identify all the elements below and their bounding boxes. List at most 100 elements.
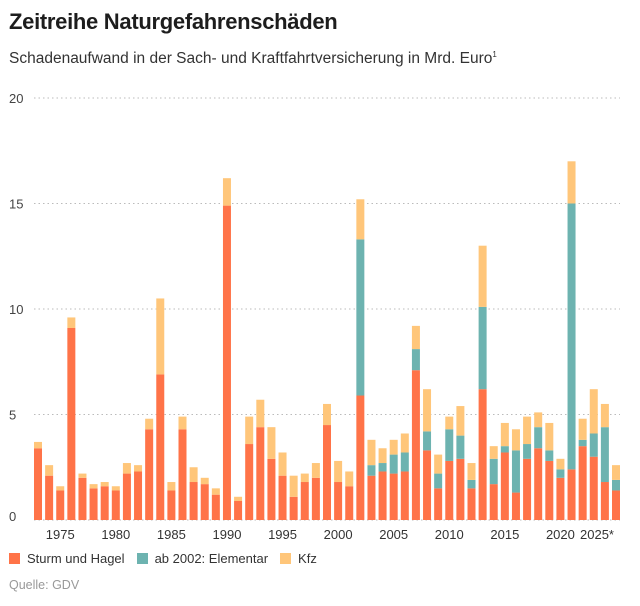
bar-group-1979 — [100, 482, 109, 520]
bar-segment-kfz-2021 — [567, 161, 576, 204]
bar-group-1978 — [89, 484, 98, 520]
legend-item-kfz: Kfz — [280, 551, 317, 566]
bar-segment-kfz-2000 — [334, 460, 343, 483]
bar-segment-kfz-2013 — [478, 245, 487, 307]
bar-segment-elementar-2018 — [534, 427, 543, 449]
bar-group-2013 — [478, 245, 487, 520]
bar-group-2016 — [511, 429, 520, 520]
bar-group-1989 — [211, 488, 220, 520]
bar-group-2010 — [445, 416, 454, 520]
legend-label-sturm-hagel: Sturm und Hagel — [27, 551, 125, 566]
bar-segment-elementar-2021 — [567, 203, 576, 470]
x-tick-label: 1985 — [157, 527, 186, 542]
bar-segment-kfz-1986 — [178, 416, 187, 430]
bar-segment-kfz-1979 — [100, 482, 109, 487]
bar-segment-kfz-1997 — [300, 473, 309, 483]
x-tick-label: 1975 — [46, 527, 75, 542]
chart-subtitle: Schadenaufwand in der Sach- und Kraftfah… — [9, 50, 497, 68]
y-axis-tick-labels: 0 5 10 15 20 — [9, 91, 23, 524]
bar-segment-sturm-hagel-1992 — [245, 444, 254, 520]
bar-group-2024 — [600, 403, 609, 520]
bar-group-1995 — [278, 452, 287, 520]
bar-segment-sturm-hagel-2023 — [589, 456, 598, 520]
bar-segment-sturm-hagel-2020 — [556, 477, 565, 520]
bar-segment-sturm-hagel-1977 — [78, 477, 87, 520]
bar-segment-sturm-hagel-2017 — [523, 458, 532, 520]
bar-segment-kfz-2006 — [400, 433, 409, 453]
bar-segment-kfz-1994 — [267, 427, 276, 459]
bar-segment-kfz-2012 — [467, 463, 476, 480]
bar-segment-sturm-hagel-1987 — [189, 482, 198, 520]
bar-group-2014 — [489, 446, 498, 520]
bar-segment-kfz-2014 — [489, 446, 498, 459]
bar-group-2009 — [434, 454, 443, 520]
bar-segment-kfz-2005 — [389, 439, 398, 455]
bar-group-1977 — [78, 473, 87, 520]
bar-segment-sturm-hagel-1984 — [156, 374, 165, 520]
bar-group-2005 — [389, 439, 398, 520]
bar-segment-sturm-hagel-1983 — [145, 429, 154, 520]
bar-segment-kfz-2018 — [534, 412, 543, 428]
bar-group-2015 — [500, 422, 509, 520]
bar-segment-elementar-2004 — [378, 463, 387, 472]
x-tick-label: 2015 — [490, 527, 519, 542]
bar-segment-elementar-2024 — [600, 427, 609, 483]
bar-segment-kfz-1980 — [111, 486, 120, 491]
bar-segment-sturm-hagel-2009 — [434, 488, 443, 520]
bar-group-1981 — [122, 463, 131, 520]
bar-segment-kfz-1981 — [122, 463, 131, 474]
bar-segment-kfz-2010 — [445, 416, 454, 430]
bar-segment-sturm-hagel-2016 — [511, 492, 520, 520]
bar-segment-kfz-1973 — [34, 441, 42, 449]
bar-segment-sturm-hagel-1998 — [311, 477, 320, 520]
bar-segment-elementar-2016 — [511, 450, 520, 493]
bar-group-1988 — [200, 477, 209, 520]
bar-segment-elementar-2002 — [356, 239, 365, 396]
bar-group-2006 — [400, 433, 409, 520]
legend-swatch-sturm-hagel — [9, 553, 20, 564]
bar-segment-kfz-2009 — [434, 454, 443, 474]
bar-segment-sturm-hagel-1975 — [56, 490, 65, 520]
bar-group-2020 — [556, 458, 565, 520]
bar-segment-sturm-hagel-2002 — [356, 395, 365, 520]
bar-segment-kfz-1993 — [256, 399, 265, 428]
bar-segment-sturm-hagel-2014 — [489, 484, 498, 520]
bar-segment-kfz-2004 — [378, 448, 387, 464]
bar-segment-sturm-hagel-2008 — [423, 450, 432, 520]
bar-segment-kfz-1998 — [311, 463, 320, 478]
stacked-bar-chart: 0 5 10 15 20 1975 1980 1985 1990 1995 2000 2005 201… — [9, 91, 620, 542]
bar-segment-sturm-hagel-1990 — [222, 205, 231, 521]
bar-segment-sturm-hagel-1982 — [134, 471, 143, 520]
bar-segment-elementar-2014 — [489, 458, 498, 485]
bar-segment-sturm-hagel-2011 — [456, 458, 465, 520]
bar-group-2019 — [545, 422, 554, 520]
bar-segment-elementar-2025 — [612, 479, 620, 491]
bar-segment-elementar-2022 — [578, 439, 587, 447]
legend-swatch-kfz — [280, 553, 292, 564]
bar-segment-elementar-2005 — [389, 454, 398, 474]
bar-segment-kfz-1982 — [134, 465, 143, 472]
bar-segment-elementar-2009 — [434, 473, 443, 489]
bar-segment-kfz-1987 — [189, 467, 198, 483]
bar-group-1998 — [311, 463, 320, 520]
bar-segment-sturm-hagel-2006 — [400, 471, 409, 520]
legend-label-elementar: ab 2002: Elementar — [154, 551, 269, 566]
bar-segment-sturm-hagel-2018 — [534, 448, 543, 520]
bar-segment-sturm-hagel-1988 — [200, 484, 209, 520]
bar-segment-kfz-2016 — [511, 429, 520, 451]
bar-segment-sturm-hagel-2021 — [567, 469, 576, 520]
bar-segment-elementar-2003 — [367, 465, 376, 476]
bar-group-2012 — [467, 463, 476, 520]
bar-segment-kfz-2020 — [556, 458, 565, 470]
bar-segment-kfz-1984 — [156, 298, 165, 375]
bar-segment-elementar-2011 — [456, 435, 465, 459]
bar-group-1997 — [300, 473, 309, 520]
bar-segment-kfz-1977 — [78, 473, 87, 478]
bar-segment-sturm-hagel-2015 — [500, 452, 509, 520]
bar-segment-kfz-1989 — [211, 488, 220, 495]
y-tick-label: 0 — [9, 509, 16, 524]
bar-segment-sturm-hagel-2012 — [467, 488, 476, 520]
bar-segment-elementar-2008 — [423, 431, 432, 451]
bar-group-1996 — [289, 475, 298, 520]
bar-group-2004 — [378, 448, 387, 520]
